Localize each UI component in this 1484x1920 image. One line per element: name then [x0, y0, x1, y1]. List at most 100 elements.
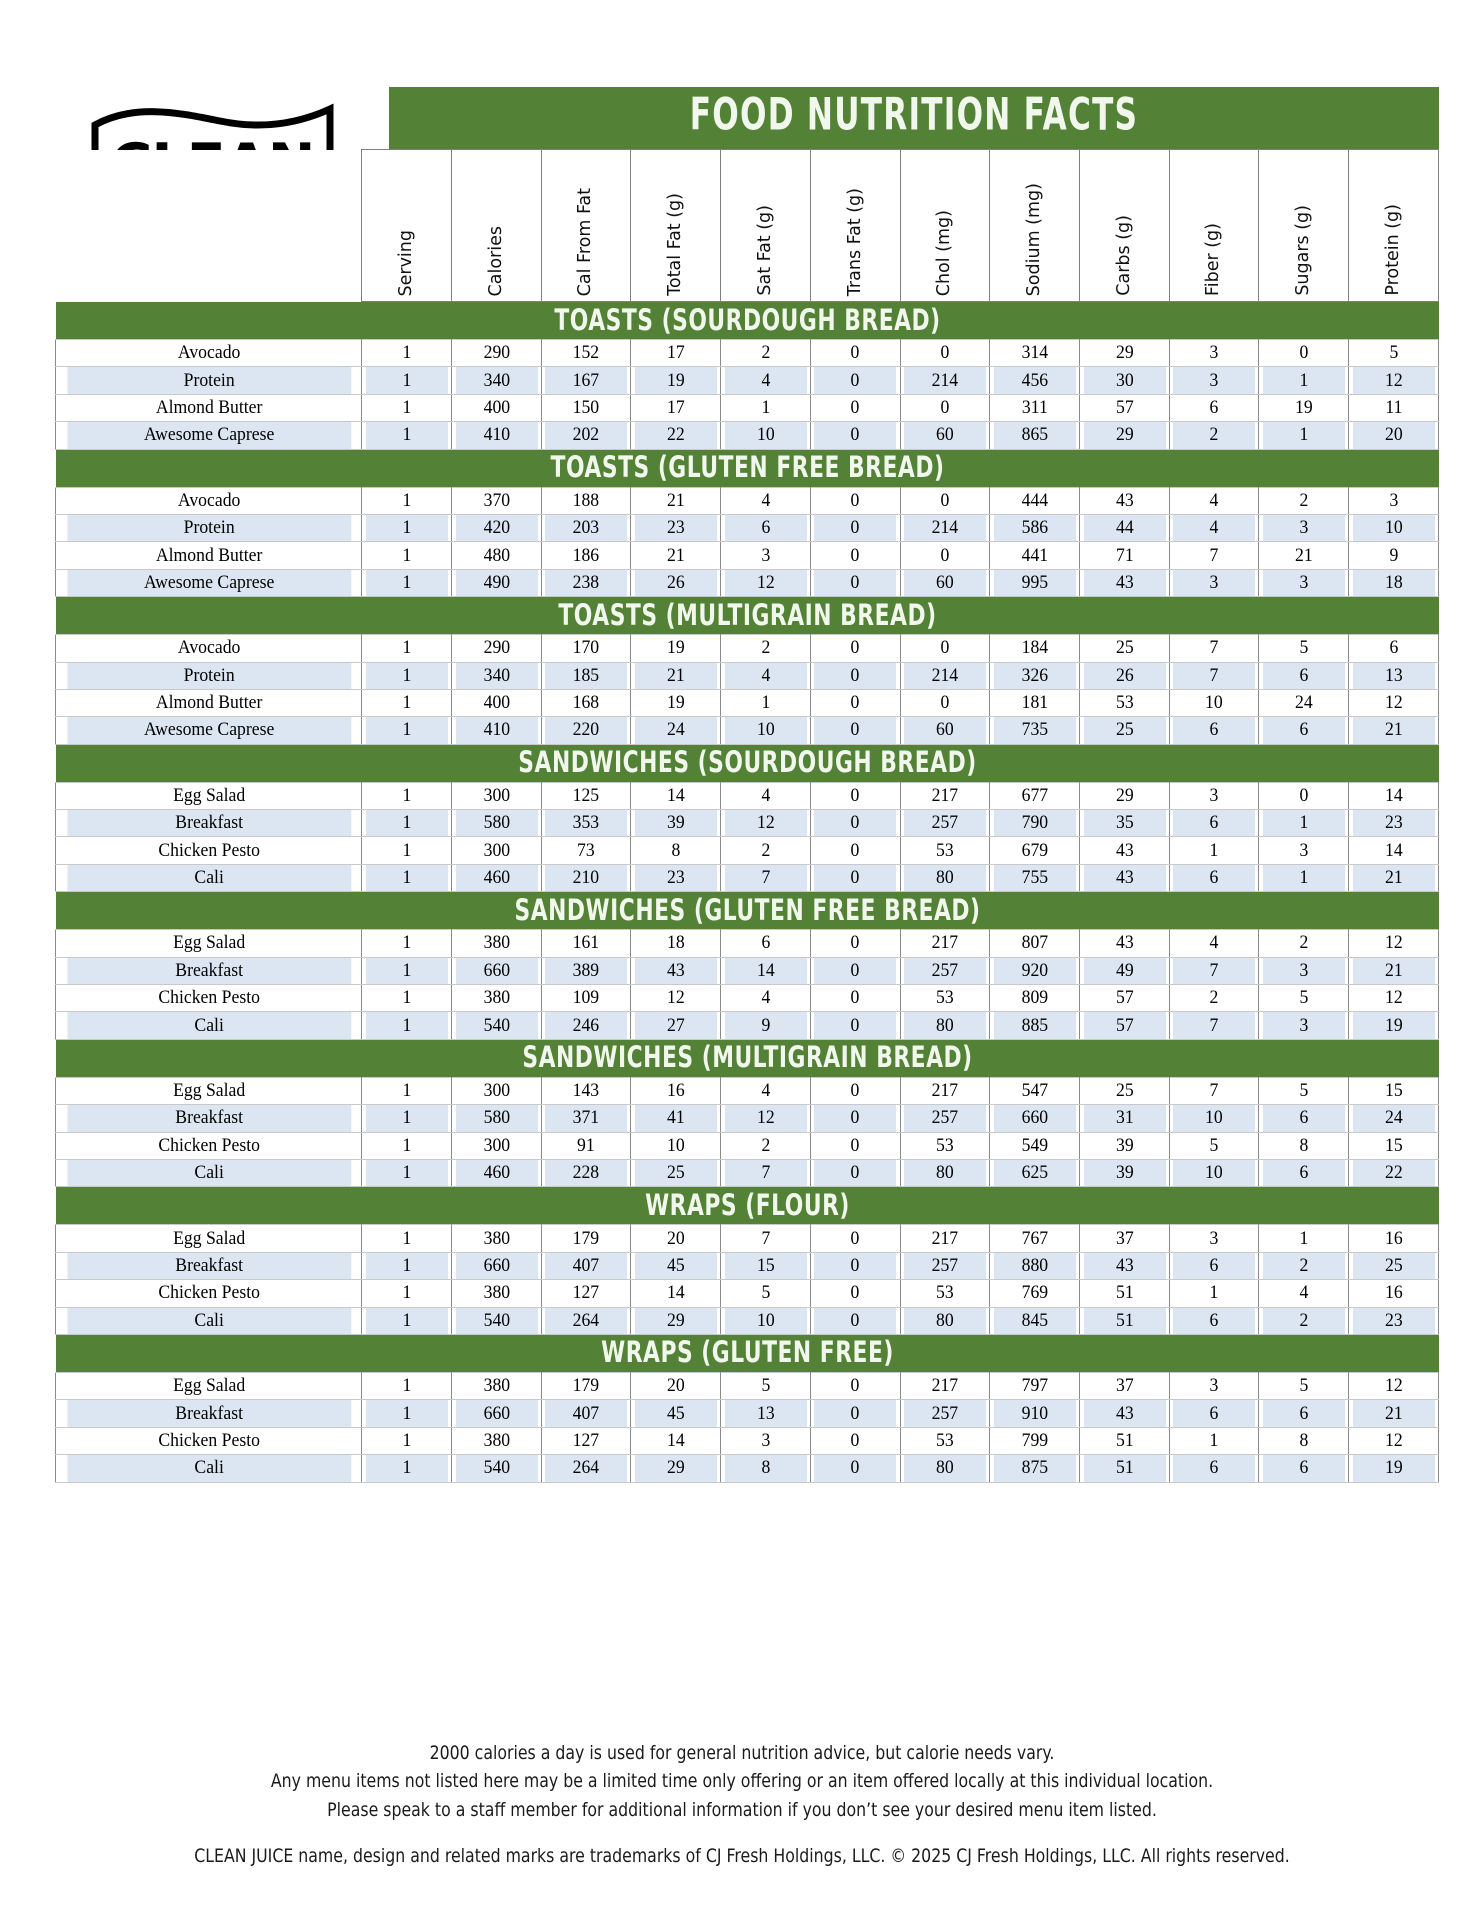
cell-sugars-g: 2 — [1261, 486, 1347, 515]
cell-total-fat-g: 19 — [633, 366, 718, 395]
cell-serving: 1 — [364, 661, 449, 690]
cell-chol-mg: 257 — [902, 809, 988, 838]
cell-trans-fat-g: 0 — [813, 984, 898, 1013]
section-header-row: WRAPS (GLUTEN FREE) — [55, 1334, 1439, 1373]
cell-sugars-g: 5 — [1261, 634, 1347, 663]
cell-fiber-g: 7 — [1171, 661, 1257, 690]
table-row: Cali 1 540 264 29 8 0 80 875 51 6 6 19 — [56, 1454, 1439, 1483]
cell-serving: 1 — [364, 541, 449, 570]
cell-cal-from-fat: 264 — [543, 1454, 629, 1483]
cell-calories: 400 — [454, 393, 539, 423]
cell-trans-fat-g: 0 — [813, 1371, 898, 1401]
cell-sodium-mg: 995 — [992, 568, 1077, 598]
cell-carbs-g: 35 — [1082, 809, 1167, 838]
cell-sat-fat-g: 8 — [723, 1454, 808, 1483]
cell-chol-mg: 80 — [902, 863, 988, 893]
table-row: Protein 1 340 185 21 4 0 214 326 26 7 6 13 — [56, 661, 1439, 690]
table-row: Breakfast 1 660 389 43 14 0 257 920 49 7 3 21 — [56, 956, 1439, 986]
cell-protein-g: 5 — [1351, 338, 1436, 368]
cell-carbs-g: 51 — [1082, 1426, 1167, 1456]
cell-serving: 1 — [364, 1306, 449, 1335]
table-row: Almond Butter 1 400 150 17 1 0 0 311 57 6 19 11 — [56, 393, 1439, 423]
cell-trans-fat-g: 0 — [813, 393, 898, 423]
cell-sugars-g: 3 — [1261, 836, 1347, 865]
table-row: Cali 1 460 210 23 7 0 80 755 43 6 1 21 — [56, 863, 1439, 893]
cell-cal-from-fat: 188 — [543, 486, 629, 515]
cell-carbs-g: 57 — [1082, 393, 1167, 423]
item-name: Breakfast — [65, 1251, 352, 1281]
cell-protein-g: 24 — [1351, 1104, 1436, 1133]
item-name: Egg Salad — [65, 1076, 352, 1106]
item-name: Breakfast — [65, 1399, 352, 1428]
cell-fiber-g: 6 — [1171, 1251, 1257, 1281]
cell-sodium-mg: 586 — [992, 513, 1077, 543]
cell-protein-g: 14 — [1351, 781, 1436, 811]
cell-calories: 660 — [454, 1399, 539, 1428]
cell-trans-fat-g: 0 — [813, 1076, 898, 1106]
cell-sodium-mg: 769 — [992, 1279, 1077, 1308]
cell-carbs-g: 43 — [1082, 568, 1167, 598]
cell-calories: 380 — [454, 1371, 539, 1401]
cell-fiber-g: 6 — [1171, 393, 1257, 423]
cell-sugars-g: 1 — [1261, 421, 1347, 450]
cell-sodium-mg: 735 — [992, 716, 1077, 745]
table-row: Awesome Caprese 1 410 220 24 10 0 60 735 25 6 6 21 — [56, 716, 1439, 745]
cell-sodium-mg: 809 — [992, 984, 1077, 1013]
item-name: Cali — [65, 863, 352, 893]
cell-calories: 410 — [454, 421, 539, 450]
cell-carbs-g: 43 — [1082, 863, 1167, 893]
cell-fiber-g: 5 — [1171, 1131, 1257, 1160]
cell-sugars-g: 5 — [1261, 984, 1347, 1013]
cell-sugars-g: 3 — [1261, 956, 1347, 986]
cell-sugars-g: 19 — [1261, 393, 1347, 423]
cell-protein-g: 19 — [1351, 1454, 1436, 1483]
cell-cal-from-fat: 238 — [543, 568, 629, 598]
cell-trans-fat-g: 0 — [813, 1158, 898, 1188]
cell-serving: 1 — [364, 1371, 449, 1401]
cell-protein-g: 10 — [1351, 513, 1436, 543]
cell-chol-mg: 214 — [902, 513, 988, 543]
column-header-label: Serving — [395, 229, 416, 297]
section-title: SANDWICHES (SOURDOUGH BREAD) — [517, 746, 977, 781]
table-row: Chicken Pesto 1 300 91 10 2 0 53 549 39 5 8 15 — [56, 1131, 1439, 1160]
cell-carbs-g: 31 — [1082, 1104, 1167, 1133]
cell-cal-from-fat: 407 — [543, 1251, 629, 1281]
cell-trans-fat-g: 0 — [813, 568, 898, 598]
cell-sodium-mg: 184 — [992, 634, 1077, 663]
footer: 2000 calories a day is used for general … — [0, 1740, 1484, 1867]
column-header-chol-mg: Chol (mg) — [899, 149, 991, 302]
section-title: SANDWICHES (MULTIGRAIN BREAD) — [521, 1041, 973, 1076]
cell-fiber-g: 7 — [1171, 634, 1257, 663]
cell-protein-g: 13 — [1351, 661, 1436, 690]
section-title: TOASTS (SOURDOUGH BREAD) — [553, 303, 941, 338]
cell-calories: 380 — [454, 984, 539, 1013]
cell-sat-fat-g: 7 — [723, 1224, 808, 1253]
table-row: Chicken Pesto 1 300 73 8 2 0 53 679 43 1 3 14 — [56, 836, 1439, 865]
cell-sat-fat-g: 2 — [723, 836, 808, 865]
footer-line-3: Please speak to a staff member for addit… — [327, 1800, 1157, 1822]
cell-total-fat-g: 17 — [633, 338, 718, 368]
cell-cal-from-fat: 246 — [543, 1011, 629, 1040]
cell-sat-fat-g: 13 — [723, 1399, 808, 1428]
nutrition-table: Serving Calories Cal From Fat Total Fat (g)… — [55, 149, 1439, 1483]
cell-sodium-mg: 790 — [992, 809, 1077, 838]
table-row: Chicken Pesto 1 380 127 14 5 0 53 769 51 1 4 16 — [56, 1279, 1439, 1308]
cell-trans-fat-g: 0 — [813, 929, 898, 958]
section-header-cell: TOASTS (SOURDOUGH BREAD) — [55, 301, 1439, 340]
cell-carbs-g: 29 — [1082, 421, 1167, 450]
cell-sat-fat-g: 12 — [723, 1104, 808, 1133]
item-name: Breakfast — [65, 956, 352, 986]
cell-fiber-g: 6 — [1171, 1399, 1257, 1428]
cell-protein-g: 3 — [1351, 486, 1436, 515]
cell-trans-fat-g: 0 — [813, 836, 898, 865]
cell-cal-from-fat: 185 — [543, 661, 629, 690]
item-name: Cali — [65, 1011, 352, 1040]
cell-sat-fat-g: 1 — [723, 393, 808, 423]
cell-chol-mg: 0 — [902, 541, 988, 570]
table-row: Chicken Pesto 1 380 109 12 4 0 53 809 57 2 5 12 — [56, 984, 1439, 1013]
cell-sugars-g: 2 — [1261, 929, 1347, 958]
cell-sat-fat-g: 4 — [723, 1076, 808, 1106]
cell-total-fat-g: 45 — [633, 1399, 718, 1428]
cell-protein-g: 23 — [1351, 809, 1436, 838]
